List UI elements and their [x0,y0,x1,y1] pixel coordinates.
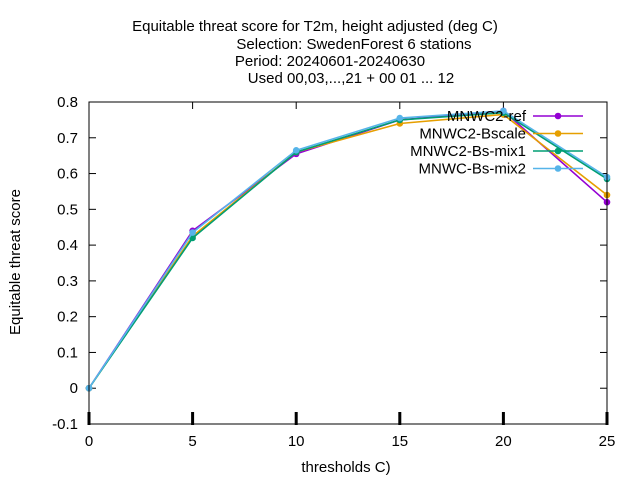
series-mnwc2-bs-mix1 [85,109,611,392]
series-mnwc-bs-mix2 [85,107,611,392]
series-line [88,110,608,389]
y-tick-label: 0.1 [57,344,78,361]
data-point [189,229,196,236]
y-tick-label: 0 [70,380,78,397]
data-point [396,114,404,122]
x-tick-label: 10 [288,433,305,450]
y-tick-label: 0.2 [57,309,78,326]
series-layer [85,107,611,392]
x-tick-label: 15 [391,433,408,450]
y-tick-label: 0.3 [57,273,78,290]
legend-marker [554,130,562,137]
x-axis-label: thresholds C) [301,459,390,476]
legend-marker [554,165,562,172]
legend-marker [554,147,562,155]
series-mnwc2-ref [85,107,611,392]
x-tick-label: 5 [188,433,196,450]
title-line-3: Period: 20240601-20240630 [235,53,425,70]
series-line [88,110,608,389]
legend-label: MNWC2-Bscale [419,126,526,143]
legend-label: MNWC2-Bs-mix1 [410,143,526,160]
series-line [88,113,608,389]
y-tick-label: -0.1 [52,416,78,433]
y-tick-label: 0.6 [57,166,78,183]
x-tick-label: 25 [599,433,616,450]
title-line-2: Selection: SwedenForest 6 stations [236,36,471,53]
legend-marker [554,112,562,120]
y-tick-label: 0.8 [57,94,78,111]
legend-label: MNWC2-ref [447,108,527,125]
x-tick-label: 0 [85,433,93,450]
series-mnwc2-bscale [85,111,611,392]
axis-ticks: -0.1 0 0.1 0.2 0.3 0.4 0.5 0.6 0.7 0.8 0 5 10 15 20 25 [52,94,615,450]
plot-frame [88,101,608,425]
data-point [500,107,507,115]
data-point [292,147,300,154]
y-axis-label: Equitable threat score [7,189,24,335]
chart-title: Equitable threat score for T2m, height a… [132,18,498,87]
y-tick-label: 0.4 [57,237,78,254]
y-tick-label: 0.7 [57,130,78,147]
x-tick-label: 20 [495,433,512,450]
series-line [88,111,608,389]
y-tick-label: 0.5 [57,201,78,218]
legend-label: MNWC-Bs-mix2 [419,161,526,178]
title-line-4: Used 00,03,...,21 + 00 01 ... 12 [248,70,454,87]
legend: MNWC2-refMNWC2-BscaleMNWC2-Bs-mix1MNWC-B… [410,108,583,178]
title-line-1: Equitable threat score for T2m, height a… [132,18,498,35]
